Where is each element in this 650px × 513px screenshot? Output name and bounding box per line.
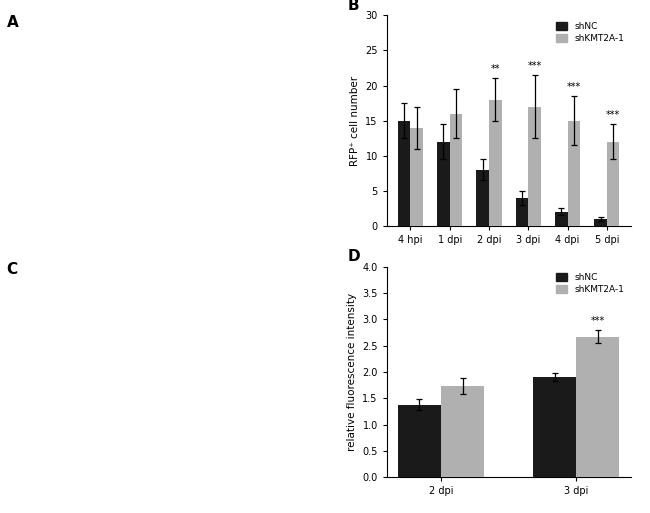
Bar [476, 170, 489, 226]
Bar [398, 121, 410, 226]
Legend: shNC, shKMT2A-1: shNC, shKMT2A-1 [554, 20, 626, 45]
Legend: shNC, shKMT2A-1: shNC, shKMT2A-1 [554, 271, 626, 296]
Text: B: B [348, 0, 359, 13]
Bar [441, 386, 484, 477]
Bar [594, 219, 607, 226]
Bar [437, 142, 450, 226]
Bar [555, 212, 567, 226]
Bar [533, 377, 576, 477]
Text: C: C [6, 262, 18, 277]
Bar [450, 113, 462, 226]
Text: ***: *** [567, 82, 581, 92]
Y-axis label: relative fluorescence intensity: relative fluorescence intensity [346, 293, 357, 451]
Text: ***: *** [527, 61, 541, 71]
Text: ***: *** [591, 316, 605, 326]
Bar [398, 405, 441, 477]
Text: A: A [6, 15, 18, 30]
Y-axis label: RFP⁺ cell number: RFP⁺ cell number [350, 75, 359, 166]
Text: D: D [348, 249, 360, 264]
Text: ***: *** [606, 110, 620, 120]
Text: **: ** [491, 64, 500, 74]
Bar [489, 100, 502, 226]
Bar [607, 142, 619, 226]
Bar [515, 198, 528, 226]
Bar [528, 107, 541, 226]
Bar [576, 337, 619, 477]
Bar [567, 121, 580, 226]
Bar [410, 128, 423, 226]
